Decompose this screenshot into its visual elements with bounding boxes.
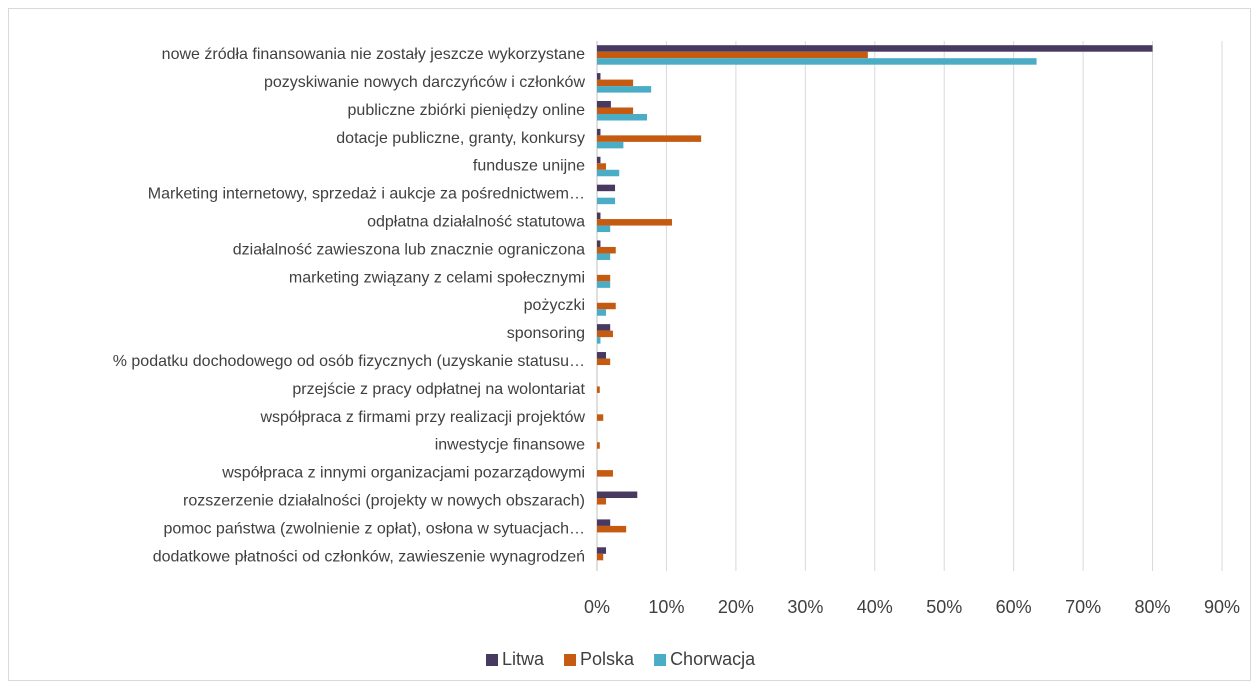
bar — [597, 470, 613, 477]
bar — [597, 274, 611, 282]
y-tick-label: współpraca z innymi organizacjami pozarz… — [221, 465, 585, 482]
bar — [597, 100, 611, 108]
bar — [597, 352, 607, 359]
x-tick-label: 80% — [1135, 597, 1171, 617]
bar — [597, 107, 634, 114]
bar — [597, 169, 620, 177]
bar — [597, 45, 1153, 52]
bar — [597, 309, 607, 316]
bar — [597, 386, 600, 393]
legend-label: Polska — [580, 649, 635, 669]
bar — [597, 141, 624, 149]
bar — [597, 498, 607, 505]
bar — [597, 163, 607, 170]
x-tick-label: 10% — [648, 597, 684, 617]
bar — [597, 358, 611, 366]
bar — [597, 253, 611, 260]
x-tick-label: 60% — [996, 597, 1032, 617]
y-tick-label: działalność zawieszona lub znacznie ogra… — [233, 241, 585, 258]
bar — [597, 156, 601, 164]
bar — [597, 324, 611, 331]
bar — [597, 212, 601, 220]
bar — [597, 86, 652, 93]
bar — [597, 525, 627, 533]
y-tick-label: Marketing internetowy, sprzedaż i aukcje… — [148, 186, 585, 203]
x-tick-label: 70% — [1065, 597, 1101, 617]
bar — [597, 58, 1037, 65]
bar — [597, 135, 702, 142]
bar — [597, 240, 601, 247]
legend-swatch — [486, 654, 498, 666]
chart-border — [8, 8, 1251, 681]
x-tick-label: 20% — [718, 597, 754, 617]
bar — [597, 330, 613, 338]
bar — [597, 246, 616, 254]
bar — [597, 113, 647, 121]
bar — [597, 79, 634, 87]
y-tick-label: przejście z pracy odpłatnej na wolontari… — [292, 381, 585, 398]
x-tick-label: 90% — [1204, 597, 1240, 617]
y-tick-label: współpraca z firmami przy realizacji pro… — [259, 409, 585, 426]
bar — [597, 547, 607, 554]
y-tick-label: % podatku dochodowego od osób fizycznych… — [113, 353, 585, 370]
legend-label: Chorwacja — [670, 649, 756, 669]
bar — [597, 414, 604, 421]
x-tick-label: 0% — [584, 597, 610, 617]
y-tick-label: dotacje publiczne, granty, konkursy — [336, 130, 585, 147]
y-tick-label: publiczne zbiórki pieniędzy online — [348, 102, 586, 119]
bar — [597, 128, 601, 136]
y-tick-label: inwestycje finansowe — [435, 437, 585, 454]
bar — [597, 302, 616, 310]
legend-swatch — [654, 654, 667, 666]
y-tick-label: marketing związany z celami społecznymi — [289, 269, 585, 286]
bar — [597, 553, 604, 561]
bar — [597, 337, 601, 344]
y-tick-label: rozszerzenie działalności (projekty w no… — [183, 492, 585, 509]
y-tick-label: odpłatna działalność statutowa — [367, 214, 585, 231]
bar — [597, 225, 611, 233]
bar — [597, 197, 616, 205]
bar — [597, 219, 672, 226]
x-tick-label: 40% — [857, 597, 893, 617]
legend-swatch — [564, 654, 577, 666]
y-tick-label: pomoc państwa (zwolnienie z opłat), osło… — [163, 520, 585, 537]
x-tick-label: 50% — [926, 597, 962, 617]
y-tick-label: pożyczki — [524, 297, 585, 314]
x-tick-label: 30% — [787, 597, 823, 617]
bar — [597, 442, 600, 449]
bar — [597, 281, 611, 288]
bar — [597, 51, 868, 59]
y-tick-label: pozyskiwanie nowych darczyńców i członkó… — [264, 74, 585, 91]
y-tick-label: sponsoring — [507, 325, 585, 342]
bar — [597, 519, 611, 526]
y-tick-label: dodatkowe płatności od członków, zawiesz… — [153, 548, 585, 565]
bar — [597, 73, 601, 80]
legend-label: Litwa — [502, 649, 545, 669]
y-tick-label: fundusze unijne — [473, 158, 585, 175]
y-tick-label: nowe źródła finansowania nie zostały jes… — [162, 46, 585, 63]
bar — [597, 491, 638, 499]
bar — [597, 184, 616, 192]
